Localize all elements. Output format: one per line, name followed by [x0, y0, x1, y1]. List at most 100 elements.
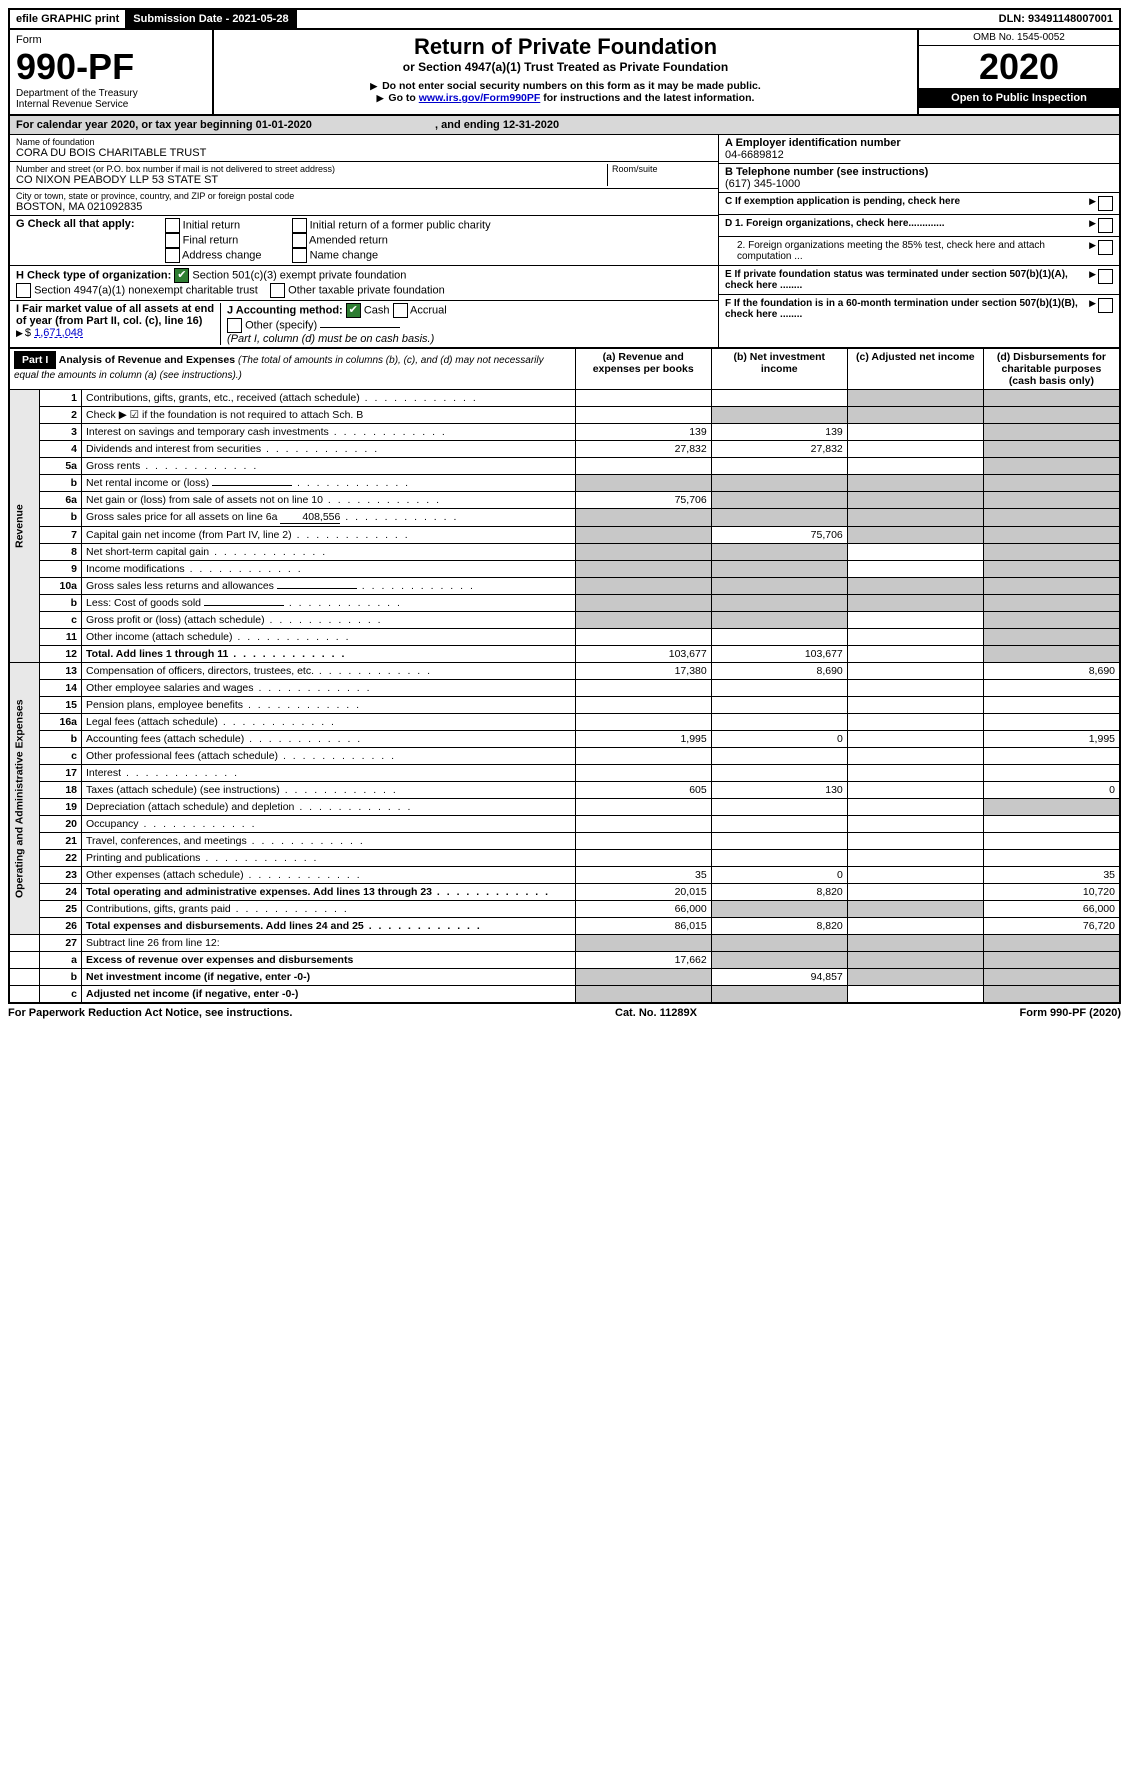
value-cell [847, 714, 983, 731]
form990pf-link[interactable]: www.irs.gov/Form990PF [419, 92, 541, 104]
fmv-value[interactable]: 1,671,048 [34, 327, 83, 339]
value-cell: 8,820 [711, 884, 847, 901]
initial-former-checkbox[interactable] [292, 218, 307, 233]
status-terminated-checkbox[interactable] [1098, 269, 1113, 284]
row-label: Printing and publications [82, 850, 576, 867]
calendar-year-row: For calendar year 2020, or tax year begi… [10, 116, 1119, 135]
shaded-cell [711, 492, 847, 509]
row-label: Subtract line 26 from line 12: [82, 935, 576, 952]
submission-date: Submission Date - 2021-05-28 [127, 10, 296, 28]
shaded-cell [983, 646, 1120, 663]
shaded-cell [847, 969, 983, 986]
amended-return-checkbox[interactable] [292, 233, 307, 248]
shaded-cell [847, 901, 983, 918]
value-cell: 10,720 [983, 884, 1120, 901]
accrual-checkbox[interactable] [393, 303, 408, 318]
shaded-cell [983, 544, 1120, 561]
value-cell [847, 884, 983, 901]
value-cell [711, 697, 847, 714]
value-cell [575, 407, 711, 424]
value-cell: 8,820 [711, 918, 847, 935]
row-number: 27 [40, 935, 82, 952]
value-cell [575, 850, 711, 867]
name-change-checkbox[interactable] [292, 248, 307, 263]
row-number: 16a [40, 714, 82, 731]
value-cell [575, 799, 711, 816]
value-cell [847, 782, 983, 799]
section-label: Revenue [9, 390, 40, 663]
shaded-cell [983, 424, 1120, 441]
shaded-cell [575, 935, 711, 952]
shaded-cell [983, 441, 1120, 458]
row-number: 4 [40, 441, 82, 458]
other-taxable-checkbox[interactable] [270, 283, 285, 298]
value-cell [711, 458, 847, 475]
shaded-cell [847, 407, 983, 424]
shaded-cell [983, 407, 1120, 424]
h-opt2: Section 4947(a)(1) nonexempt charitable … [34, 284, 258, 296]
shaded-cell [575, 475, 711, 492]
exemption-pending-checkbox[interactable] [1098, 196, 1113, 211]
d1-label: D 1. Foreign organizations, check here..… [725, 218, 1089, 229]
e-label: E If private foundation status was termi… [725, 269, 1089, 291]
4947-checkbox[interactable] [16, 283, 31, 298]
addr-label: Number and street (or P.O. box number if… [16, 164, 607, 174]
row-label: Accounting fees (attach schedule) [82, 731, 576, 748]
row-number: c [40, 612, 82, 629]
value-cell: 1,995 [575, 731, 711, 748]
row-number: b [40, 969, 82, 986]
value-cell [847, 833, 983, 850]
value-cell [575, 697, 711, 714]
shaded-cell [847, 509, 983, 527]
row-label: Total operating and administrative expen… [82, 884, 576, 901]
d2-label: 2. Foreign organizations meeting the 85%… [725, 240, 1089, 262]
value-cell: 0 [711, 731, 847, 748]
other-method-checkbox[interactable] [227, 318, 242, 333]
value-cell [575, 458, 711, 475]
bullet-arrow-icon [377, 92, 386, 104]
cash-checkbox[interactable]: ✔ [346, 303, 361, 318]
value-cell [575, 765, 711, 782]
value-cell [711, 390, 847, 407]
col-a-header: (a) Revenue and expenses per books [575, 348, 711, 390]
row-label: Net investment income (if negative, ente… [82, 969, 576, 986]
row-number: 25 [40, 901, 82, 918]
shaded-cell [711, 595, 847, 612]
row-number: 9 [40, 561, 82, 578]
h-opt1: Section 501(c)(3) exempt private foundat… [192, 269, 406, 281]
shaded-cell [711, 578, 847, 595]
j-cash: Cash [364, 304, 390, 316]
arrow-icon [1089, 240, 1098, 251]
foreign-org-checkbox[interactable] [1098, 218, 1113, 233]
row-label: Adjusted net income (if negative, enter … [82, 986, 576, 1004]
shaded-cell [575, 561, 711, 578]
form-title: Return of Private Foundation [220, 34, 911, 60]
value-cell: 103,677 [711, 646, 847, 663]
section-label: Operating and Administrative Expenses [9, 663, 40, 935]
501c3-checkbox[interactable]: ✔ [174, 268, 189, 283]
shaded-cell [711, 475, 847, 492]
col-c-header: (c) Adjusted net income [847, 348, 983, 390]
j-other: Other (specify) [245, 319, 317, 331]
value-cell [847, 458, 983, 475]
row-label: Excess of revenue over expenses and disb… [82, 952, 576, 969]
arrow-icon [1089, 218, 1098, 229]
initial-return-checkbox[interactable] [165, 218, 180, 233]
shaded-cell [983, 527, 1120, 544]
value-cell [847, 646, 983, 663]
value-cell [983, 680, 1120, 697]
shaded-cell [847, 492, 983, 509]
value-cell: 66,000 [983, 901, 1120, 918]
row-label: Net rental income or (loss) [82, 475, 576, 492]
shaded-cell [847, 935, 983, 952]
row-label: Contributions, gifts, grants, etc., rece… [82, 390, 576, 407]
foreign-85-checkbox[interactable] [1098, 240, 1113, 255]
address: CO NIXON PEABODY LLP 53 STATE ST [16, 174, 607, 186]
shaded-cell [711, 612, 847, 629]
final-return-checkbox[interactable] [165, 233, 180, 248]
f-label: F If the foundation is in a 60-month ter… [725, 298, 1089, 320]
row-label: Total. Add lines 1 through 11 [82, 646, 576, 663]
address-change-checkbox[interactable] [165, 248, 180, 263]
60month-checkbox[interactable] [1098, 298, 1113, 313]
shaded-cell [847, 390, 983, 407]
